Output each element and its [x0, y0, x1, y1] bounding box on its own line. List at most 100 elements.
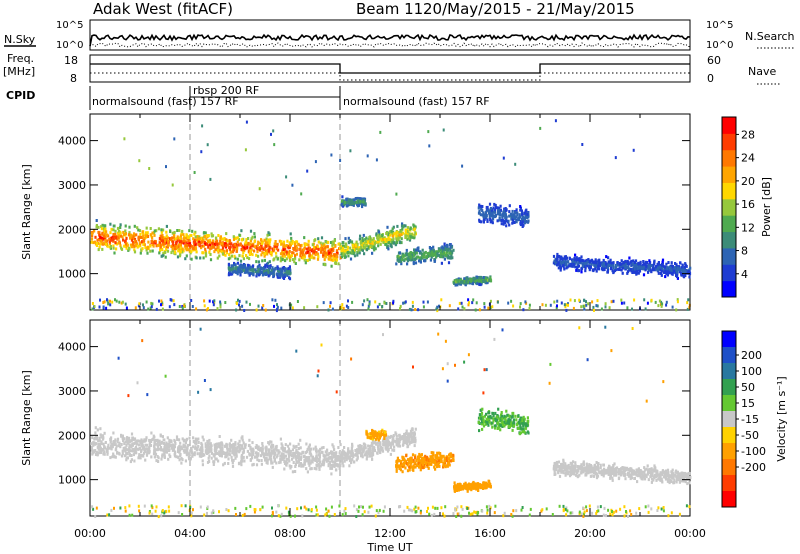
power-cell: [503, 219, 506, 223]
velocity-cell: [356, 452, 359, 456]
power-cell: [252, 272, 255, 276]
power-cell: [449, 251, 452, 255]
nave-label: Nave: [748, 65, 776, 78]
power-cell: [102, 241, 105, 245]
power-cell: [264, 272, 267, 276]
power-cell: [119, 223, 122, 227]
power-cell: [398, 251, 401, 255]
power-cell: [176, 229, 179, 232]
power-noise-cell: [91, 307, 94, 311]
power-cell: [288, 265, 291, 269]
power-noise-cell: [643, 298, 646, 302]
power-cell: [343, 201, 347, 204]
velocity-cell: [177, 448, 180, 452]
velocity-cell: [372, 449, 375, 453]
power-cell: [449, 246, 452, 249]
power-noise-cell: [208, 299, 211, 303]
power-cell: [308, 258, 311, 262]
power-cell: [676, 269, 679, 273]
power-cell: [518, 213, 521, 217]
power-cell: [139, 251, 142, 255]
power-cell: [682, 275, 685, 278]
velocity-cell: [283, 456, 286, 460]
velocity-cell: [410, 440, 413, 444]
velocity-cell: [329, 466, 332, 470]
power-cell: [519, 221, 522, 225]
velocity-cell: [287, 449, 290, 453]
velocity-cell: [104, 441, 107, 444]
velocity-cell: [120, 443, 123, 446]
power-cell: [278, 273, 281, 277]
velocity-cell: [403, 440, 407, 443]
power-cell: [439, 254, 442, 258]
velocity-cell: [217, 444, 220, 448]
power-noise-cell: [150, 301, 153, 305]
power-noise-cell: [291, 306, 294, 310]
power-cell: [437, 247, 440, 251]
velocity-cell: [376, 441, 379, 445]
velocity-cell: [189, 449, 192, 453]
power-cell: [390, 229, 393, 233]
power-cell: [635, 264, 638, 268]
power-noise-cell: [306, 169, 309, 173]
power-noise-cell: [626, 306, 629, 310]
power-cell: [581, 258, 584, 262]
velocity-cell: [198, 448, 201, 452]
velocity-cell: [96, 428, 99, 432]
power-cell: [241, 254, 244, 258]
power-cell: [276, 266, 280, 270]
power-cell: [391, 227, 394, 231]
power-cell: [320, 250, 323, 254]
velocity-cell: [409, 429, 413, 433]
power-cell: [294, 254, 297, 258]
power-cell: [181, 247, 184, 251]
power-cell: [279, 259, 282, 263]
velocity-cell: [387, 439, 390, 443]
power-cell: [365, 244, 368, 247]
power-cell: [392, 232, 396, 236]
power-noise-cell: [483, 305, 486, 309]
velocity-cell: [121, 452, 124, 456]
velocity-cell: [414, 440, 417, 444]
velocity-cell: [315, 449, 318, 453]
velocity-cell: [232, 458, 235, 462]
velocity-cell: [231, 448, 234, 452]
power-cell: [233, 261, 236, 265]
power-cell: [671, 265, 674, 268]
velocity-cell: [314, 445, 317, 449]
velocity-cell: [403, 464, 406, 468]
power-cell: [433, 257, 436, 261]
power-cell: [276, 257, 279, 261]
velocity-cell: [414, 454, 417, 458]
velocity-cell: [348, 464, 351, 468]
velocity-cell: [134, 449, 137, 453]
power-cell: [521, 215, 525, 219]
power-cell: [383, 238, 387, 241]
velocity-cell: [310, 467, 313, 471]
velocity-cell: [101, 437, 105, 441]
power-noise-cell: [165, 165, 167, 169]
power-cell: [408, 258, 411, 262]
velocity-cell: [157, 460, 160, 463]
power-noise-cell: [573, 299, 576, 303]
power-cell: [655, 265, 658, 268]
velocity-cell: [137, 456, 140, 460]
power-cell: [360, 201, 363, 205]
power-noise-cell: [339, 159, 342, 162]
power-cell: [299, 244, 302, 248]
power-noise-cell: [203, 299, 206, 303]
velocity-cell: [221, 443, 224, 447]
power-cell: [565, 261, 568, 265]
power-cell: [624, 262, 627, 266]
power-cell: [189, 244, 192, 247]
power-cell: [247, 237, 250, 240]
power-cell: [263, 265, 267, 269]
power-cell: [138, 229, 142, 233]
power-noise-cell: [341, 303, 344, 307]
power-cell: [201, 251, 204, 255]
power-cell: [332, 247, 335, 251]
velocity-cell: [94, 436, 97, 440]
frequency-series: [90, 63, 690, 74]
power-cell: [561, 262, 564, 266]
power-noise-cell: [478, 308, 481, 312]
